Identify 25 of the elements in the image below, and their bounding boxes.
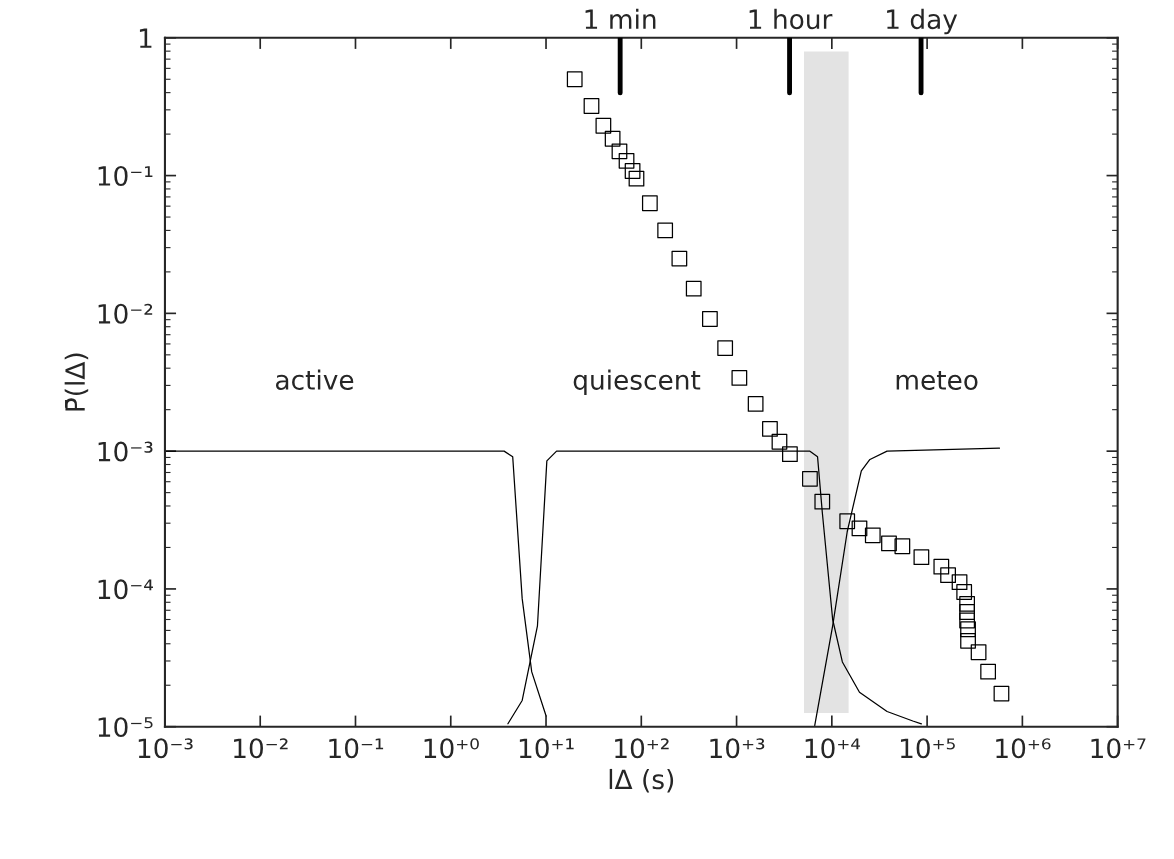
ref-line-label: 1 min <box>585 8 656 29</box>
y-axis-title: P̄(lΔ) <box>64 353 89 411</box>
y-tick-label: 1 <box>139 28 152 48</box>
x-tick-label: 10⁺³ <box>710 738 765 759</box>
y-tick-label: 10⁻¹ <box>98 166 153 186</box>
ref-line-label: 1 day <box>887 8 958 35</box>
y-tick-label: 10⁻⁵ <box>98 717 153 738</box>
x-tick-label: 10⁺² <box>615 738 669 759</box>
annotation: quiescent <box>573 369 701 396</box>
annotation: meteo <box>896 371 978 390</box>
x-tick-label: 10⁻¹ <box>329 738 384 759</box>
ref-line-label: 1 hour <box>749 8 833 30</box>
x-tick-label: 10⁺¹ <box>519 738 574 759</box>
annotation: active <box>276 369 354 390</box>
x-tick-label: 10⁺⁰ <box>424 738 479 759</box>
y-tick-label: 10⁻² <box>98 303 153 324</box>
x-axis-title: lΔ (s) <box>609 768 674 793</box>
x-tick-label: 10⁻² <box>234 738 288 759</box>
x-tick-label: 10⁺⁷ <box>1091 738 1146 759</box>
x-tick-label: 10⁻³ <box>138 738 193 759</box>
x-tick-label: 10⁺⁶ <box>996 738 1051 759</box>
x-tick-label: 10⁺⁵ <box>900 738 955 759</box>
x-tick-label: 10⁺⁴ <box>805 738 861 759</box>
y-tick-label: 10⁻⁴ <box>98 579 153 600</box>
y-tick-label: 10⁻³ <box>98 441 153 462</box>
